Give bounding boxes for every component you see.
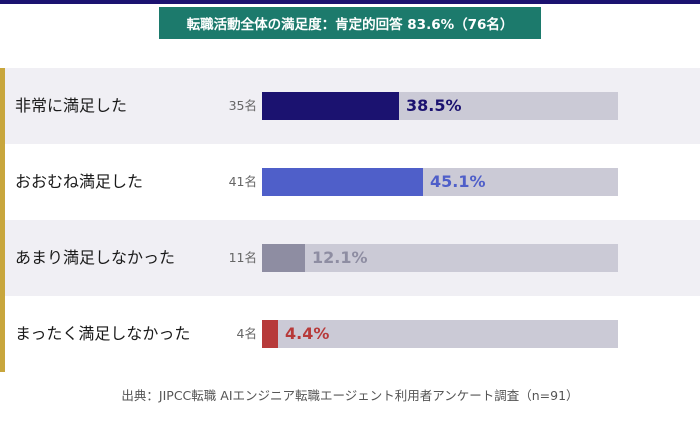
source-note: 出典：JIPCC転職 AIエンジニア転職エージェント利用者アンケート調査（n=9… — [121, 388, 579, 403]
chart-title: 転職活動全体の満足度：肯定的回答 83.6%（76名） — [159, 7, 541, 39]
category-label: まったく満足しなかった — [15, 324, 191, 343]
bar-row: おおむね満足した 41名 45.1% — [5, 144, 700, 220]
bar — [262, 244, 305, 272]
bar-row: 非常に満足した 35名 38.5% — [5, 68, 700, 144]
left-accent-line — [0, 68, 5, 372]
category-label: あまり満足しなかった — [15, 248, 176, 267]
bar-track: 4.4% — [262, 320, 618, 348]
category-label: 非常に満足した — [15, 96, 128, 115]
respondent-count: 11名 — [228, 250, 257, 265]
data-label: 4.4% — [285, 324, 330, 343]
bar — [262, 320, 278, 348]
bar-row: あまり満足しなかった 11名 12.1% — [5, 220, 700, 296]
category-label: おおむね満足した — [15, 172, 144, 191]
bar-track: 45.1% — [262, 168, 618, 196]
bar-row: まったく満足しなかった 4名 4.4% — [5, 296, 700, 372]
bar — [262, 92, 399, 120]
data-label: 12.1% — [312, 248, 368, 267]
bar-track: 12.1% — [262, 244, 618, 272]
bar — [262, 168, 423, 196]
bar-track: 38.5% — [262, 92, 618, 120]
data-label: 45.1% — [430, 172, 486, 191]
respondent-count: 41名 — [228, 174, 257, 189]
respondent-count: 4名 — [236, 326, 257, 341]
respondent-count: 35名 — [228, 98, 257, 113]
top-accent-bar — [0, 0, 700, 4]
data-label: 38.5% — [406, 96, 462, 115]
